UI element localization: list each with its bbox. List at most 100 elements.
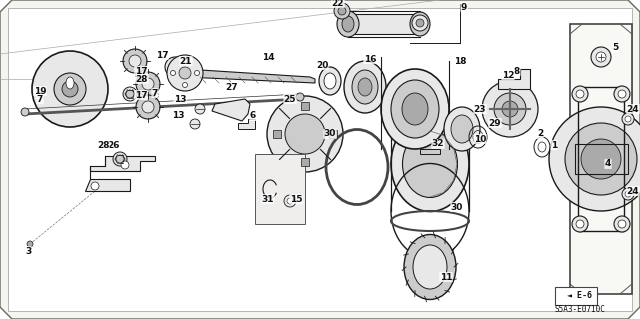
Text: 30: 30 xyxy=(451,203,463,211)
Circle shape xyxy=(165,57,185,77)
Ellipse shape xyxy=(342,16,354,32)
Circle shape xyxy=(482,81,538,137)
Ellipse shape xyxy=(358,78,372,96)
Circle shape xyxy=(549,107,640,211)
Circle shape xyxy=(179,67,191,79)
Text: 17: 17 xyxy=(134,91,147,100)
Circle shape xyxy=(596,52,606,62)
Circle shape xyxy=(618,90,626,98)
Text: 3: 3 xyxy=(25,247,31,256)
Ellipse shape xyxy=(66,77,74,89)
Ellipse shape xyxy=(444,107,480,151)
Text: 10: 10 xyxy=(474,135,486,144)
Ellipse shape xyxy=(402,93,428,125)
Circle shape xyxy=(618,220,626,228)
Ellipse shape xyxy=(381,69,449,149)
Ellipse shape xyxy=(403,130,458,197)
Circle shape xyxy=(121,161,129,169)
Text: 24: 24 xyxy=(627,105,639,114)
Text: 23: 23 xyxy=(474,105,486,114)
Circle shape xyxy=(284,195,296,207)
Circle shape xyxy=(625,191,631,197)
Circle shape xyxy=(416,19,424,27)
Text: 22: 22 xyxy=(332,0,344,8)
Text: 16: 16 xyxy=(364,55,376,63)
Text: 9: 9 xyxy=(461,3,467,11)
Text: 5: 5 xyxy=(612,42,618,51)
Ellipse shape xyxy=(319,67,341,95)
Text: 7: 7 xyxy=(37,94,43,103)
Circle shape xyxy=(126,90,134,98)
Circle shape xyxy=(494,93,526,125)
Bar xyxy=(329,130,337,138)
Polygon shape xyxy=(238,119,255,129)
Circle shape xyxy=(170,62,180,72)
Ellipse shape xyxy=(550,152,560,166)
Text: 25: 25 xyxy=(284,94,296,103)
Circle shape xyxy=(576,90,584,98)
Circle shape xyxy=(502,101,518,117)
Text: 32: 32 xyxy=(432,139,444,149)
Ellipse shape xyxy=(410,12,430,36)
Circle shape xyxy=(21,108,29,116)
Circle shape xyxy=(287,198,293,204)
Circle shape xyxy=(625,116,631,122)
Circle shape xyxy=(116,155,124,163)
Text: 20: 20 xyxy=(316,61,328,70)
Circle shape xyxy=(32,51,108,127)
Ellipse shape xyxy=(324,73,336,89)
Ellipse shape xyxy=(352,70,378,104)
Polygon shape xyxy=(185,69,315,83)
Circle shape xyxy=(54,73,86,105)
Text: 11: 11 xyxy=(440,272,452,281)
Polygon shape xyxy=(85,179,130,191)
Circle shape xyxy=(91,182,99,190)
Circle shape xyxy=(123,49,147,73)
Circle shape xyxy=(622,113,634,125)
Text: 4: 4 xyxy=(605,160,611,168)
Circle shape xyxy=(285,114,325,154)
Polygon shape xyxy=(348,14,420,34)
Text: 1: 1 xyxy=(551,140,557,150)
Circle shape xyxy=(136,72,160,96)
Text: 28: 28 xyxy=(97,142,109,151)
Circle shape xyxy=(591,47,611,67)
Text: 17: 17 xyxy=(156,50,168,60)
Bar xyxy=(555,287,597,305)
Text: 29: 29 xyxy=(489,118,501,128)
Text: 30: 30 xyxy=(324,130,336,138)
Circle shape xyxy=(123,87,137,101)
Bar xyxy=(570,24,632,294)
Bar xyxy=(255,154,305,224)
Circle shape xyxy=(338,7,346,15)
Circle shape xyxy=(334,3,350,19)
Circle shape xyxy=(129,55,141,67)
Circle shape xyxy=(581,139,621,179)
Ellipse shape xyxy=(337,11,359,37)
Text: 28: 28 xyxy=(136,75,148,84)
Circle shape xyxy=(572,216,588,232)
Circle shape xyxy=(195,104,205,114)
Text: 31: 31 xyxy=(262,195,275,204)
Circle shape xyxy=(267,96,343,172)
Circle shape xyxy=(167,55,203,91)
Text: 12: 12 xyxy=(502,70,515,79)
Circle shape xyxy=(182,58,188,63)
Bar xyxy=(273,130,281,138)
Circle shape xyxy=(565,123,637,195)
Text: 18: 18 xyxy=(454,56,467,65)
Circle shape xyxy=(27,241,33,247)
Bar xyxy=(301,158,309,166)
Circle shape xyxy=(142,78,154,90)
Text: 14: 14 xyxy=(262,53,275,62)
Ellipse shape xyxy=(552,155,557,162)
Text: 19: 19 xyxy=(34,86,46,95)
Text: 2: 2 xyxy=(537,130,543,138)
Text: 24: 24 xyxy=(627,187,639,196)
Circle shape xyxy=(622,188,634,200)
Ellipse shape xyxy=(413,245,447,289)
Circle shape xyxy=(296,93,304,101)
Text: 27: 27 xyxy=(226,83,238,92)
Circle shape xyxy=(142,101,154,113)
Circle shape xyxy=(195,70,200,76)
